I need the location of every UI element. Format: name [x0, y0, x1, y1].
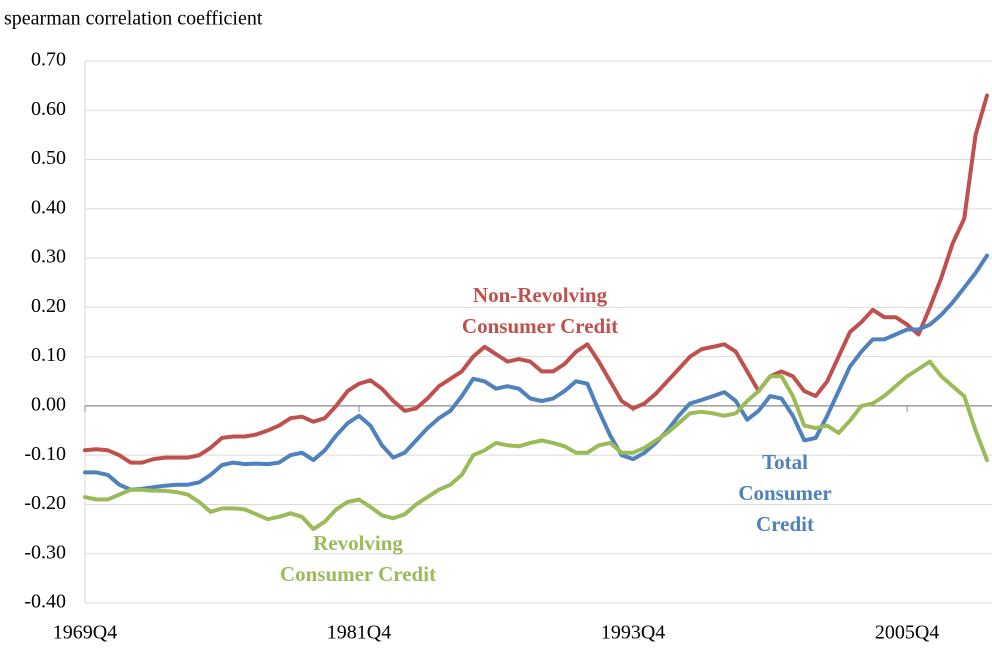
- y-tick-label: 0.40: [31, 196, 66, 218]
- x-tick-label: 1981Q4: [327, 622, 391, 644]
- y-tick-label: 0.30: [31, 246, 66, 268]
- annotation: Consumer Credit: [462, 314, 618, 338]
- line-series: [83, 253, 989, 492]
- annotation: Credit: [756, 512, 814, 536]
- annotation: Consumer: [738, 481, 831, 505]
- y-axis-label: spearman correlation coefficient: [4, 8, 263, 30]
- annotation: Revolving: [313, 531, 403, 555]
- y-tick-label: -0.30: [24, 541, 66, 563]
- y-tick-label: 0.70: [31, 49, 66, 71]
- y-tick-label: -0.10: [24, 443, 66, 465]
- line-series: [83, 359, 989, 532]
- y-tick-label: -0.40: [24, 591, 66, 613]
- annotation: Total: [762, 450, 808, 474]
- y-tick-label: 0.10: [31, 344, 66, 366]
- x-tick-label: 1993Q4: [601, 622, 665, 644]
- y-tick-label: 0.00: [31, 394, 66, 416]
- y-tick-label: 0.60: [31, 98, 66, 120]
- y-tick-label: 0.20: [31, 295, 66, 317]
- y-tick-label: 0.50: [31, 147, 66, 169]
- y-tick-label: -0.20: [24, 492, 66, 514]
- line-series: [83, 93, 989, 465]
- annotation: Consumer Credit: [280, 562, 436, 586]
- x-tick-label: 1969Q4: [53, 622, 117, 644]
- x-tick-label: 2005Q4: [875, 622, 939, 644]
- annotation: Non-Revolving: [473, 283, 608, 307]
